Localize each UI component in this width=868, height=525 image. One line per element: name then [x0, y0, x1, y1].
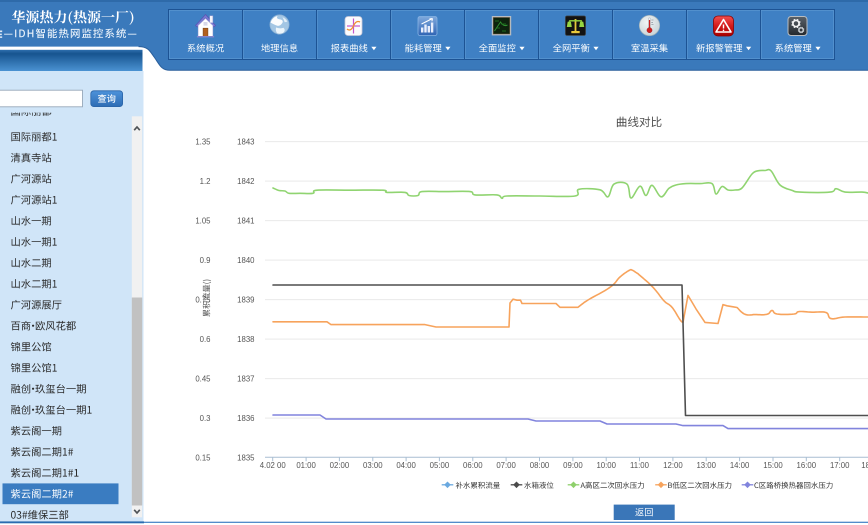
svg-text:1836: 1836: [237, 414, 254, 423]
svg-text:1839: 1839: [237, 295, 254, 304]
svg-text:06:00: 06:00: [463, 461, 483, 470]
svg-text:1841: 1841: [237, 216, 254, 225]
svg-text:0.9: 0.9: [200, 256, 211, 265]
svg-text:0.15: 0.15: [195, 453, 211, 462]
svg-text:1.2: 1.2: [200, 177, 211, 186]
svg-text:09:00: 09:00: [563, 461, 583, 470]
svg-text:02:00: 02:00: [330, 461, 350, 470]
svg-text:0.3: 0.3: [200, 414, 211, 423]
svg-text:17:00: 17:00: [830, 461, 850, 470]
svg-text:0.6: 0.6: [200, 335, 211, 344]
svg-text:4.02 00: 4.02 00: [260, 461, 287, 470]
svg-text:1838: 1838: [237, 335, 254, 344]
svg-text:16:00: 16:00: [797, 461, 817, 470]
svg-text:1843: 1843: [237, 137, 254, 146]
svg-text:03:00: 03:00: [363, 461, 383, 470]
svg-text:1842: 1842: [237, 177, 254, 186]
svg-text:18:00: 18:00: [861, 461, 868, 470]
svg-text:0.45: 0.45: [195, 374, 211, 383]
svg-text:1.35: 1.35: [195, 137, 211, 146]
svg-text:11:00: 11:00: [630, 461, 650, 470]
svg-text:04:00: 04:00: [396, 461, 416, 470]
svg-text:13:00: 13:00: [696, 461, 716, 470]
svg-text:1840: 1840: [237, 256, 255, 265]
svg-text:1837: 1837: [237, 374, 254, 383]
svg-text:1835: 1835: [237, 453, 255, 462]
svg-text:05:00: 05:00: [430, 461, 450, 470]
svg-text:01:00: 01:00: [296, 461, 316, 470]
svg-text:12:00: 12:00: [663, 461, 683, 470]
svg-text:07:00: 07:00: [496, 461, 516, 470]
svg-text:14:00: 14:00: [730, 461, 750, 470]
svg-text:10:00: 10:00: [596, 461, 616, 470]
svg-text:1.05: 1.05: [195, 216, 211, 225]
svg-text:08:00: 08:00: [530, 461, 550, 470]
svg-text:15:00: 15:00: [763, 461, 783, 470]
